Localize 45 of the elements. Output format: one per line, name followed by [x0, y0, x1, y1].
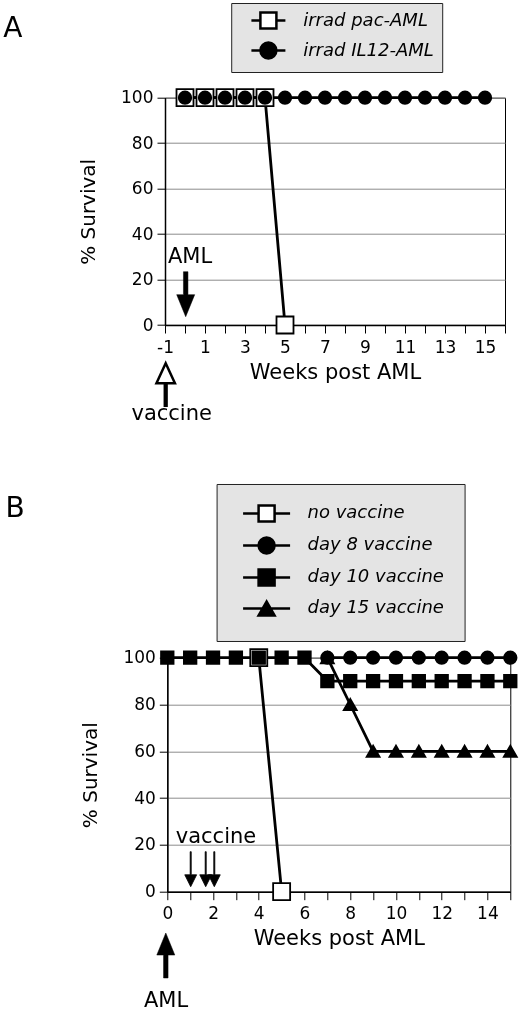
x-axis-title: Weeks post AML	[249, 359, 422, 384]
x-tick-label: 6	[299, 903, 311, 924]
x-tick-label: 0	[162, 903, 174, 924]
y-tick-label: 40	[131, 223, 154, 244]
y-tick-label: 80	[131, 132, 154, 153]
y-tick-label: 60	[134, 740, 156, 761]
y-tick-label: 100	[121, 87, 154, 108]
x-tick-label: 15	[474, 336, 497, 357]
y-tick-label: 20	[134, 834, 156, 855]
annotation: AML	[167, 244, 213, 268]
x-tick-label: 10	[385, 903, 408, 924]
y-tick-label: 80	[134, 693, 156, 714]
x-tick-label: 12	[431, 903, 454, 924]
y-tick-label: 100	[123, 647, 156, 668]
x-axis-title: Weeks post AML	[253, 926, 426, 951]
x-tick-label: 4	[253, 903, 265, 924]
x-tick-label: 5	[280, 336, 291, 357]
x-tick-label: 13	[434, 336, 457, 357]
chart-title: B	[5, 491, 25, 525]
legend-label: day 8 vaccine	[307, 533, 433, 555]
x-tick-label: 9	[360, 336, 371, 357]
legend-label: irrad pac-AML	[303, 8, 428, 30]
y-axis-title: % Survival	[76, 158, 101, 265]
legend-label: day 15 vaccine	[307, 596, 444, 618]
text: AML	[143, 987, 189, 1010]
x-tick-label: 14	[477, 903, 499, 924]
x-tick-label: 2	[208, 903, 219, 924]
chart-title: A	[3, 10, 23, 44]
x-tick-label: 1	[200, 336, 211, 357]
y-tick-label: 20	[131, 269, 154, 290]
y-tick-label: 0	[144, 881, 156, 902]
legend-label: irrad IL12-AML	[303, 38, 434, 60]
x-tick-label: -1	[157, 336, 174, 357]
legend-label: day 10 vaccine	[307, 565, 444, 587]
text: vaccine	[131, 401, 212, 425]
x-tick-label: 11	[394, 336, 417, 357]
y-axis-title: % Survival	[78, 722, 103, 829]
x-tick-label: 3	[240, 336, 251, 357]
y-tick-label: 40	[134, 787, 156, 808]
y-tick-label: 0	[142, 314, 154, 335]
legend-label: no vaccine	[307, 501, 405, 523]
y-tick-label: 60	[131, 178, 154, 199]
x-tick-label: 7	[320, 336, 331, 357]
annotation: vaccine	[175, 823, 257, 848]
x-tick-label: 8	[345, 903, 357, 924]
